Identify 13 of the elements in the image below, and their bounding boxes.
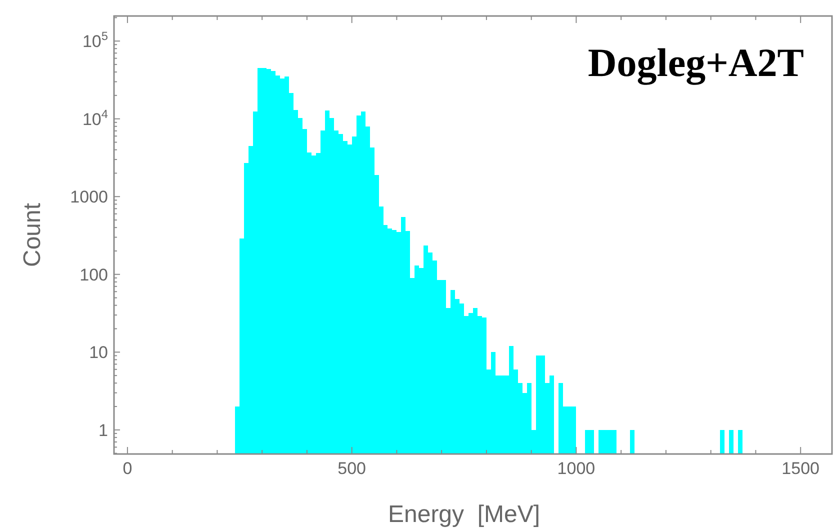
text: Dogleg+A2T [588, 40, 804, 85]
x-tick-label: 1500 [782, 459, 820, 478]
y-tick-label: 10$^{5}$ [82, 29, 108, 52]
y-axis-title: Count [19, 202, 46, 268]
x-axis-title: Energy [MeV] [388, 501, 540, 528]
y-tick-label: 1000 [70, 188, 108, 207]
x-tick-label: 0 [122, 459, 132, 478]
x-tick-label: 500 [338, 459, 366, 478]
y-tick-label: 10$^{4}$ [82, 106, 108, 129]
x-tick-label: 1000 [557, 459, 596, 478]
y-tick-label: 100 [80, 265, 108, 284]
y-tick-label: 1 [98, 420, 108, 440]
y-tick-label: 10 [89, 343, 108, 362]
